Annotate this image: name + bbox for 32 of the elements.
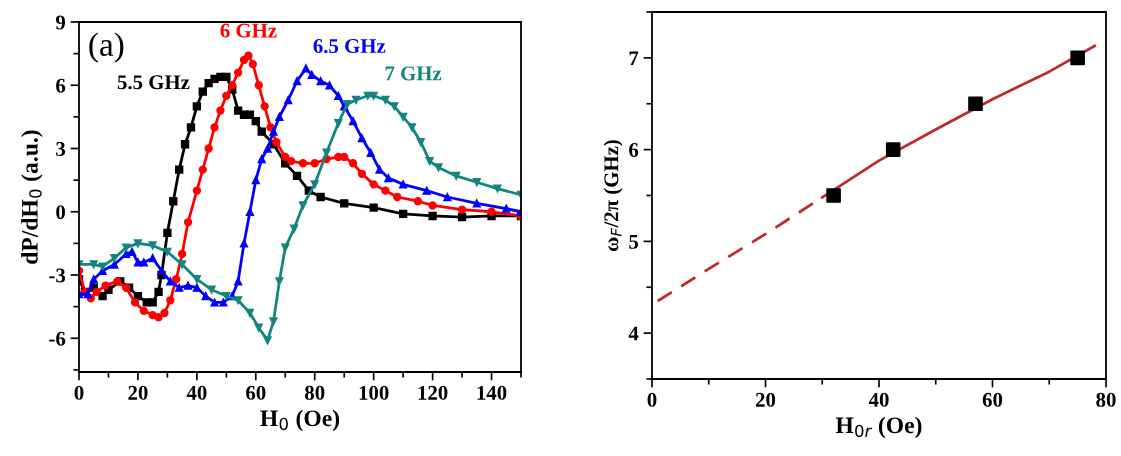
y-axis-title: ω$_{F}$/2π (GHz): [603, 140, 623, 252]
y-tick-label: 0: [56, 205, 66, 220]
x-tick-label: 40: [868, 392, 889, 407]
x-tick-label: 80: [305, 385, 325, 400]
x-tick-label: 140: [477, 385, 507, 400]
x-tick-label: 120: [418, 385, 448, 400]
y-axis-title: dP/dH$_{0}$ (a.u.): [21, 130, 43, 264]
series-label: 6.5 GHz: [313, 39, 386, 54]
x-tick-label: 0: [74, 385, 84, 400]
x-axis-title: H$_{0r}$ (Oe): [835, 416, 922, 439]
annotation: (a): [89, 32, 124, 63]
y-tick-label: 3: [56, 141, 66, 156]
y-tick-label: -6: [49, 331, 66, 346]
x-tick-label: 80: [1096, 392, 1116, 407]
y-tick-label: 7: [629, 51, 639, 66]
series-label: 5.5 GHz: [117, 75, 190, 90]
series-label: 7 GHz: [385, 66, 442, 81]
y-tick-label: 6: [629, 143, 639, 158]
x-tick-label: 40: [186, 385, 207, 400]
y-tick-label: 5: [629, 234, 639, 249]
x-tick-label: 0: [647, 392, 657, 407]
y-tick-label: 6: [56, 78, 66, 93]
x-tick-label: 60: [246, 385, 266, 400]
x-tick-label: 20: [755, 392, 776, 407]
series-label: 6 GHz: [220, 23, 277, 38]
y-tick-label: 9: [55, 15, 66, 30]
y-tick-label: -3: [49, 268, 66, 283]
y-tick-label: 4: [628, 326, 639, 341]
x-tick-label: 20: [128, 385, 148, 400]
x-axis-title: H$_{0}$ (Oe): [260, 409, 340, 432]
x-tick-label: 100: [359, 385, 389, 400]
x-tick-label: 60: [982, 392, 1003, 407]
